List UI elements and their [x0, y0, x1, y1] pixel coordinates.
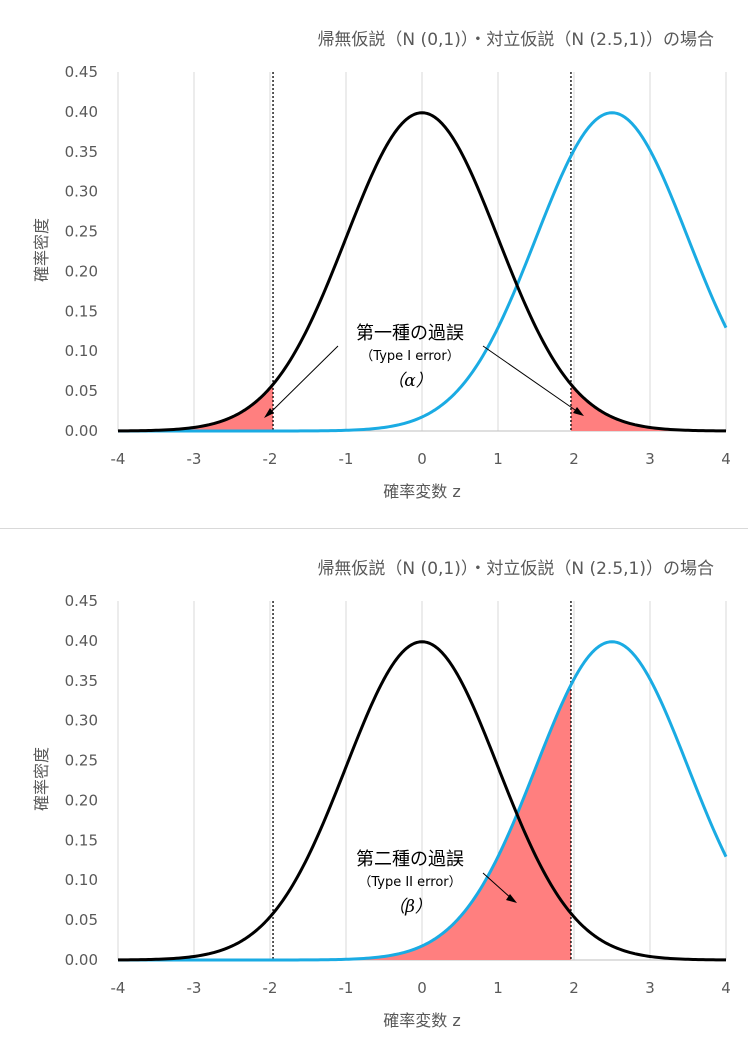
x-tick-label: -1 [339, 450, 354, 468]
y-tick-label: 0.15 [65, 302, 98, 320]
y-tick-label: 0.20 [65, 791, 98, 809]
y-tick-label: 0.05 [65, 382, 98, 400]
y-tick-label: 0.00 [65, 951, 98, 969]
arrowhead [506, 894, 517, 903]
x-tick-label: -2 [263, 979, 278, 997]
chart-title: 帰無仮説（N (0,1)）・対立仮説（N (2.5,1)）の場合 [317, 30, 714, 50]
alternative-hypothesis-curve [118, 111, 728, 433]
shaded-error-region [118, 384, 274, 431]
annotation-arrow [482, 872, 513, 900]
x-tick-label: 4 [721, 979, 731, 997]
chart-svg-1: 帰無仮説（N (0,1)）・対立仮説（N (2.5,1)）の場合 確率密度 確率… [32, 559, 731, 1030]
y-tick-label: 0.10 [65, 342, 98, 360]
error-annotation: 第二種の過誤 （Type II error） （β） [356, 849, 517, 917]
annotation-arrow-left [268, 345, 339, 415]
x-tick-label: 2 [569, 979, 579, 997]
y-tick-label: 0.10 [65, 871, 98, 889]
y-tick-label: 0.05 [65, 911, 98, 929]
annotation-title: 第二種の過誤 [356, 849, 464, 870]
y-tick-label: 0.40 [65, 632, 98, 650]
type-one-error-chart: 帰無仮説（N (0,1)）・対立仮説（N (2.5,1)）の場合 確率密度 確率… [0, 30, 748, 529]
y-tick-label: 0.35 [65, 143, 98, 161]
shaded-error-region [570, 384, 726, 431]
x-tick-label: 1 [493, 450, 503, 468]
y-tick-label: 0.15 [65, 831, 98, 849]
null-hypothesis-curve [117, 640, 727, 962]
x-tick-label: 0 [417, 979, 427, 997]
y-axis-label: 確率密度 [32, 747, 51, 811]
y-tick-label: 0.25 [65, 752, 98, 770]
x-tick-label: -4 [111, 450, 126, 468]
plot-area: -4 -3 -2 -1 0 1 2 3 4 0.00 0.05 0.10 0.15 0.20 0.25 0.3… [65, 63, 731, 468]
y-axis-label: 確率密度 [32, 218, 51, 282]
x-tick-label: 2 [569, 450, 579, 468]
y-tick-label: 0.25 [65, 223, 98, 241]
chart-svg-0: 帰無仮説（N (0,1)）・対立仮説（N (2.5,1)）の場合 確率密度 確率… [32, 30, 731, 501]
y-tick-label: 0.20 [65, 262, 98, 280]
arrowhead-left [264, 408, 274, 418]
y-tick-label: 0.30 [65, 712, 98, 730]
x-tick-label: -3 [187, 450, 202, 468]
y-tick-label: 0.35 [65, 672, 98, 690]
y-tick-label: 0.00 [65, 422, 98, 440]
annotation-title: 第一種の過誤 [356, 323, 464, 344]
annotation-subtitle: （Type II error） [358, 875, 461, 890]
y-tick-label: 0.45 [65, 592, 98, 610]
x-tick-label: -2 [263, 450, 278, 468]
y-tick-label: 0.45 [65, 63, 98, 81]
y-tick-label: 0.40 [65, 103, 98, 121]
x-tick-label: 3 [645, 450, 655, 468]
annotation-symbol: （β） [388, 897, 432, 917]
alternative-hypothesis-curve [118, 640, 728, 962]
y-tick-label: 0.30 [65, 183, 98, 201]
x-tick-label: 1 [493, 979, 503, 997]
x-tick-label: 3 [645, 979, 655, 997]
arrowhead-right [573, 407, 584, 416]
x-tick-label: 0 [417, 450, 427, 468]
x-axis-label: 確率変数 z [383, 482, 461, 501]
x-tick-label: -3 [187, 979, 202, 997]
annotation-symbol: （α） [387, 371, 432, 391]
null-hypothesis-curve [117, 111, 727, 433]
annotation-subtitle: （Type I error） [360, 349, 459, 364]
annotation-arrow-right [482, 345, 579, 413]
x-tick-label: -4 [111, 979, 126, 997]
error-annotation: 第一種の過誤 （Type I error） （α） [264, 323, 584, 418]
shaded-error-region [118, 684, 571, 960]
x-axis-label: 確率変数 z [383, 1011, 461, 1030]
type-two-error-chart: 帰無仮説（N (0,1)）・対立仮説（N (2.5,1)）の場合 確率密度 確率… [0, 529, 748, 1058]
plot-area: -4 -3 -2 -1 0 1 2 3 4 0.00 0.05 0.10 0.15 0.20 0.25 0.3… [65, 592, 731, 997]
x-tick-label: -1 [339, 979, 354, 997]
x-tick-label: 4 [721, 450, 731, 468]
chart-title: 帰無仮説（N (0,1)）・対立仮説（N (2.5,1)）の場合 [317, 559, 714, 579]
